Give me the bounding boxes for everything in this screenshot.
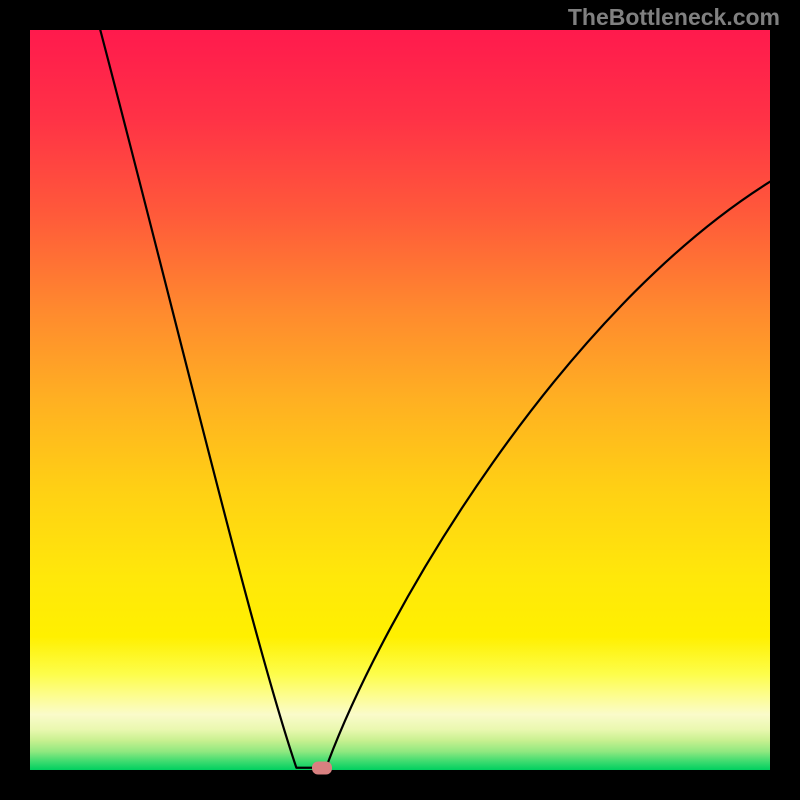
bottleneck-curve: [100, 30, 770, 768]
figure-root: TheBottleneck.com: [0, 0, 800, 800]
watermark-text: TheBottleneck.com: [568, 4, 780, 31]
curve-svg: [30, 30, 770, 770]
plot-area: [30, 30, 770, 770]
optimum-marker: [312, 761, 332, 774]
